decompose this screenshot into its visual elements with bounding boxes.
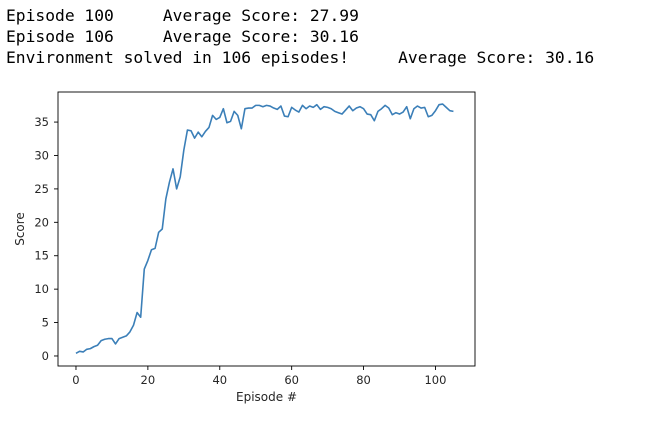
y-tick-label: 20 <box>34 215 49 229</box>
y-tick-label: 35 <box>34 115 49 129</box>
y-tick-label: 25 <box>34 182 49 196</box>
x-tick-label: 40 <box>212 373 227 387</box>
x-tick-label: 100 <box>424 373 446 387</box>
y-axis-label: Score <box>13 212 27 246</box>
x-axis-label: Episode # <box>236 390 297 404</box>
y-tick-label: 10 <box>34 282 49 296</box>
x-tick-label: 60 <box>284 373 299 387</box>
plot-frame <box>57 91 476 367</box>
y-tick-label: 0 <box>42 349 49 363</box>
y-tick-label: 30 <box>34 148 49 162</box>
x-tick-label: 20 <box>141 373 156 387</box>
x-tick-label: 0 <box>72 373 79 387</box>
score-series-line <box>75 103 454 354</box>
log-line: Episode 100 Average Score: 27.99 <box>6 6 359 25</box>
y-tick-label: 5 <box>42 316 49 330</box>
x-tick-label: 80 <box>356 373 371 387</box>
log-line: Episode 106 Average Score: 30.16 <box>6 27 359 46</box>
log-line: Environment solved in 106 episodes! Aver… <box>6 48 595 67</box>
training-log: Episode 100 Average Score: 27.99 Episode … <box>6 5 594 68</box>
y-tick-label: 15 <box>34 249 49 263</box>
